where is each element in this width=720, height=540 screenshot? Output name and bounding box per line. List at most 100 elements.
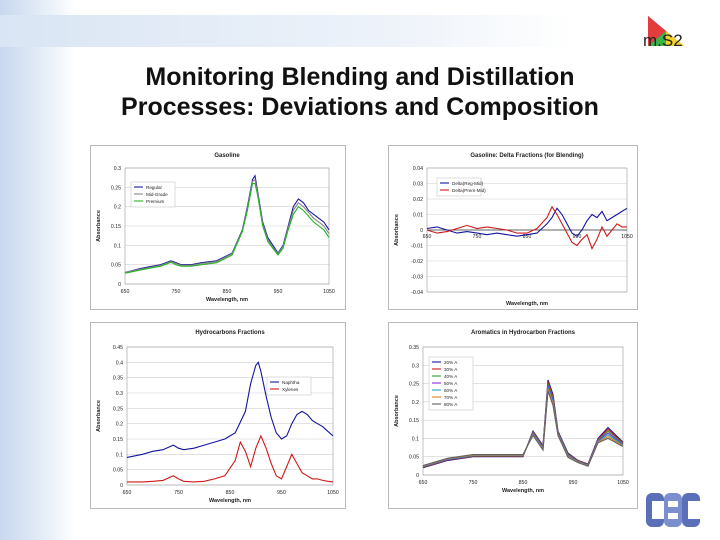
legend-entry: 20% A bbox=[444, 360, 458, 365]
series-line bbox=[426, 207, 628, 237]
ms2-triangle-logo-icon bbox=[648, 16, 684, 46]
cec-logo-icon bbox=[646, 493, 700, 527]
x-tick-label: 950 bbox=[569, 480, 578, 486]
legend-entry: 50% A bbox=[444, 381, 458, 386]
legend-entry: Delta(Prem-Mid) bbox=[452, 188, 486, 193]
x-tick-label: 650 bbox=[419, 480, 428, 486]
chart-title: Gasoline: Delta Fractions (for Blending) bbox=[470, 153, 583, 159]
x-tick-label: 850 bbox=[226, 490, 235, 496]
x-tick-label: 1050 bbox=[621, 234, 633, 240]
chart-gasoline: Gasoline 0 0.05 0.1 0.15 0.2 0.25 0.3 650 750 850 9… bbox=[96, 153, 335, 303]
x-tick-label: 950 bbox=[573, 234, 582, 240]
slide-left-gradient bbox=[0, 0, 75, 540]
x-tick-label: 1050 bbox=[617, 480, 629, 486]
y-tick-label: 0.1 bbox=[114, 243, 121, 249]
plot-frame bbox=[124, 167, 330, 285]
legend-entry: Xylenes bbox=[282, 387, 299, 392]
x-tick-label: 1050 bbox=[327, 490, 339, 496]
chart-panel-aromatics: Aromatics in Hydrocarbon Fractions 0 0.05 0… bbox=[388, 322, 638, 509]
legend-entry: 40% A bbox=[444, 374, 458, 379]
y-tick-label: 0.2 bbox=[116, 422, 123, 428]
x-tick-label: 650 bbox=[123, 490, 132, 496]
x-axis-label: Wavelength, nm bbox=[206, 297, 248, 303]
y-tick-label: 0.05 bbox=[409, 455, 419, 461]
y-tick-label: 0.3 bbox=[412, 363, 419, 369]
legend-entry: Premium bbox=[146, 199, 165, 204]
plot-frame bbox=[422, 346, 624, 476]
series-line bbox=[426, 205, 627, 250]
y-tick-label: 0.15 bbox=[113, 437, 123, 443]
chart-title: Gasoline bbox=[214, 153, 240, 159]
slide-title: Monitoring Blending and Distillation Pro… bbox=[60, 62, 660, 122]
x-tick-label: 750 bbox=[172, 289, 181, 295]
x-tick-label: 750 bbox=[174, 490, 183, 496]
chart-title: Hydrocarbons Fractions bbox=[195, 330, 265, 336]
x-tick-label: 950 bbox=[277, 490, 286, 496]
legend-entry: Delta(Reg-Mid) bbox=[452, 181, 484, 186]
x-tick-label: 650 bbox=[423, 234, 432, 240]
y-tick-label: 0.2 bbox=[114, 205, 121, 211]
series-line bbox=[127, 434, 334, 483]
x-axis-label: Wavelength, nm bbox=[209, 498, 251, 504]
y-tick-label: 0.3 bbox=[114, 166, 121, 172]
x-tick-label: 1050 bbox=[323, 289, 335, 295]
logo-text: m.S2 bbox=[643, 31, 683, 50]
title-line-1: Monitoring Blending and Distillation bbox=[145, 63, 575, 91]
x-axis-label: Wavelength, nm bbox=[506, 301, 548, 307]
x-tick-label: 750 bbox=[473, 234, 482, 240]
y-tick-label: 0.15 bbox=[409, 418, 419, 424]
y-tick-label: -0.04 bbox=[411, 290, 423, 296]
x-tick-label: 850 bbox=[519, 480, 528, 486]
chart-aromatics: Aromatics in Hydrocarbon Fractions 0 0.05 0… bbox=[394, 330, 629, 494]
y-tick-label: 0.35 bbox=[113, 376, 123, 382]
y-tick-label: 0.3 bbox=[116, 391, 123, 397]
legend-entry: 70% A bbox=[444, 395, 458, 400]
y-axis-label: Absorbance bbox=[394, 395, 400, 427]
chart-panel-hydrocarbons: Hydrocarbons Fractions 0 0.05 0.1 0.15 0.2 0.2… bbox=[90, 322, 346, 509]
legend-entry: 80% A bbox=[444, 402, 458, 407]
x-tick-label: 850 bbox=[523, 234, 532, 240]
y-tick-label: -0.01 bbox=[411, 244, 423, 250]
y-tick-label: 0.45 bbox=[113, 345, 123, 351]
slide-top-band bbox=[0, 15, 720, 47]
x-tick-label: 650 bbox=[121, 289, 130, 295]
x-tick-label: 850 bbox=[223, 289, 232, 295]
chart-title: Aromatics in Hydrocarbon Fractions bbox=[471, 330, 576, 336]
y-axis-label: Absorbance bbox=[96, 210, 102, 242]
legend-entry: Mid-Grade bbox=[146, 192, 168, 197]
y-tick-label: 0.01 bbox=[413, 213, 423, 219]
chart-hydrocarbons: Hydrocarbons Fractions 0 0.05 0.1 0.15 0.2 0.2… bbox=[96, 330, 339, 504]
y-tick-label: 0.25 bbox=[409, 382, 419, 388]
legend-entry: 60% A bbox=[444, 388, 458, 393]
x-tick-label: 950 bbox=[274, 289, 283, 295]
y-tick-label: 0.2 bbox=[412, 400, 419, 406]
y-tick-label: 0.05 bbox=[113, 468, 123, 474]
y-tick-label: 0.15 bbox=[111, 224, 121, 230]
y-tick-label: 0.35 bbox=[409, 345, 419, 351]
y-tick-label: 0.25 bbox=[111, 185, 121, 191]
y-tick-label: 0 bbox=[120, 483, 123, 489]
y-tick-label: 0.03 bbox=[413, 182, 423, 188]
series-line bbox=[126, 361, 334, 458]
legend-entry: 30% A bbox=[444, 367, 458, 372]
y-tick-label: 0.02 bbox=[413, 197, 423, 203]
y-tick-label: 0.04 bbox=[413, 166, 423, 172]
plot-frame bbox=[126, 346, 334, 486]
y-axis-label: Absorbance bbox=[394, 214, 400, 246]
y-tick-label: -0.03 bbox=[411, 275, 423, 281]
y-tick-label: 0.25 bbox=[113, 406, 123, 412]
title-line-2: Processes: Deviations and Composition bbox=[121, 93, 599, 121]
y-tick-label: 0 bbox=[416, 473, 419, 479]
y-tick-label: 0 bbox=[420, 228, 423, 234]
x-tick-label: 750 bbox=[469, 480, 478, 486]
legend-entry: Naphtha bbox=[282, 380, 300, 385]
y-axis-label: Absorbance bbox=[96, 400, 102, 432]
chart-delta-fractions: Gasoline: Delta Fractions (for Blending)… bbox=[394, 153, 633, 307]
x-axis-label: Wavelength, nm bbox=[502, 488, 544, 494]
y-tick-label: -0.02 bbox=[411, 259, 423, 265]
y-tick-label: 0.1 bbox=[412, 436, 419, 442]
chart-panel-delta: Gasoline: Delta Fractions (for Blending)… bbox=[388, 145, 638, 310]
chart-panel-gasoline: Gasoline 0 0.05 0.1 0.15 0.2 0.25 0.3 650 750 850 9… bbox=[90, 145, 346, 310]
series-line bbox=[422, 390, 624, 467]
series-line bbox=[124, 182, 330, 274]
